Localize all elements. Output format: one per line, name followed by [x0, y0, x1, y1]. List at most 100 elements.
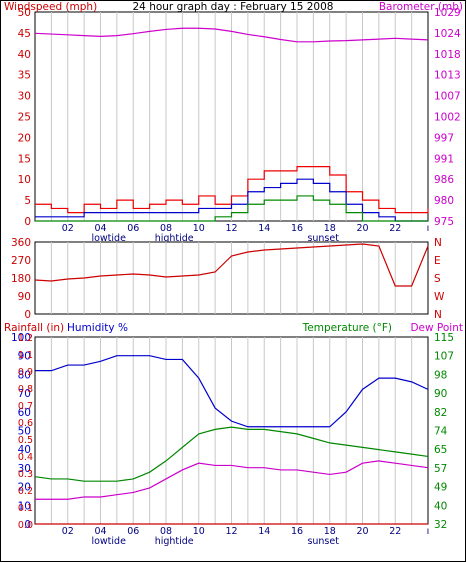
y-left-rain-tick-label: 1.1: [18, 350, 33, 361]
series-barometer-mb-: [34, 27, 429, 43]
y-right-tick-label: N: [434, 237, 442, 249]
y-left-tick-label: 10: [18, 174, 31, 186]
series-dew-point: [35, 460, 429, 500]
y-right-tick-label: E: [434, 255, 441, 267]
y-right-tick-label: 90: [434, 388, 447, 400]
series-windspeed-gust: [35, 166, 429, 214]
y-left-tick-label: 30: [18, 91, 31, 103]
y-left-tick-label: 180: [11, 273, 31, 285]
y-left-rain-tick-label: 0.4: [18, 452, 33, 463]
y-right-tick-label: 1007: [434, 91, 461, 103]
y-left-tick-label: 0: [24, 216, 31, 228]
y-left-rain-tick-label: 0.5: [18, 435, 33, 446]
y-left-tick-label: 10: [18, 500, 31, 512]
y-left-tick-label: 35: [18, 70, 31, 82]
y-right-tick-label: 1018: [434, 49, 461, 61]
y-left-tick-label: 20: [18, 482, 31, 494]
x-tick-label: 14: [258, 526, 270, 537]
x-tick-label: 14: [258, 223, 270, 234]
y-left-rain-tick-label: 0.3: [18, 469, 33, 480]
x-tick-label: 02: [62, 526, 74, 537]
y-right-tick-label: 997: [434, 132, 454, 144]
chart-title: 24 hour graph day : February 15 2008: [133, 1, 334, 13]
x-tick-label: 04: [94, 526, 106, 537]
ylabel-barometer: Barometer (mb): [379, 1, 463, 13]
x-tick-label: 20: [356, 526, 368, 537]
y-right-tick-label: 107: [434, 351, 454, 363]
y-left-tick-label: 40: [18, 49, 31, 61]
y-left-tick-label: 15: [18, 153, 31, 165]
x-tick-label: ı: [427, 526, 430, 537]
y-right-tick-label: 82: [434, 407, 447, 419]
y-right-tick-label: W: [434, 291, 445, 303]
y-left-rain-tick-label: 0.9: [18, 367, 33, 378]
y-left-tick-label: 20: [18, 132, 31, 144]
x-annotation-hightide: hightide: [155, 233, 194, 244]
y-right-tick-label: 49: [434, 482, 447, 494]
y-right-tick-label: S: [434, 273, 441, 285]
ylabel-rainfall: Rainfall (in): [4, 322, 64, 334]
y-left-rain-tick-label: 0.8: [18, 384, 33, 395]
x-tick-label: 08: [160, 526, 172, 537]
y-right-tick-label: 980: [434, 195, 454, 207]
y-left-rain-tick-label: 1.2: [18, 333, 33, 344]
series-windspeed-low: [35, 195, 428, 222]
ylabel-temperature: Temperature (°F): [302, 322, 392, 334]
y-left-tick-label: 40: [18, 444, 31, 456]
y-right-tick-label: 74: [434, 426, 448, 438]
x-annotation-sunset: sunset: [307, 233, 339, 244]
y-left-tick-label: 25: [18, 112, 31, 124]
y-left-tick-label: 50: [18, 426, 31, 438]
x-annotation-lowtide: lowtide: [91, 536, 126, 547]
x-tick-label: 16: [291, 223, 303, 234]
y-right-tick-label: 98: [434, 369, 447, 381]
x-tick-label: 04: [94, 223, 106, 234]
y-right-tick-label: 32: [434, 519, 447, 531]
x-tick-label: 02: [62, 223, 74, 234]
ylabel-dewpoint: Dew Point: [410, 322, 463, 334]
series-wind-direction: [34, 243, 429, 287]
y-left-tick-label: 270: [11, 255, 31, 267]
x-tick-label: 12: [225, 223, 237, 234]
y-left-tick-label: 0: [24, 519, 31, 531]
ylabel-humidity: Humidity %: [67, 322, 128, 334]
y-left-tick-label: 80: [18, 369, 31, 381]
x-tick-label: 22: [389, 526, 401, 537]
y-left-tick-label: 60: [18, 407, 31, 419]
y-left-tick-label: 360: [11, 237, 31, 249]
y-left-tick-label: 45: [18, 28, 31, 40]
y-right-tick-label: 1029: [434, 7, 461, 19]
x-tick-label: 10: [193, 223, 205, 234]
series-temperature-f-: [34, 426, 429, 482]
y-right-tick-label: N: [434, 309, 442, 321]
x-annotation-sunset: sunset: [307, 536, 339, 547]
y-left-tick-label: 30: [18, 463, 31, 475]
series-humidity-: [35, 355, 429, 428]
y-left-rain-tick-label: 0.1: [18, 503, 33, 514]
y-left-tick-label: 100: [11, 332, 31, 344]
y-left-tick-label: 50: [18, 7, 31, 19]
x-tick-label: 08: [160, 223, 172, 234]
y-left-tick-label: 0: [24, 309, 31, 321]
y-left-tick-label: 5: [24, 195, 31, 207]
y-left-rain-tick-label: 0.2: [18, 486, 33, 497]
x-annotation-lowtide: lowtide: [91, 233, 126, 244]
x-annotation-hightide: hightide: [155, 536, 194, 547]
y-right-tick-label: 1013: [434, 70, 461, 82]
x-tick-label: 22: [389, 223, 401, 234]
x-tick-label: 10: [193, 526, 205, 537]
y-right-tick-label: 65: [434, 444, 447, 456]
x-tick-label: 12: [225, 526, 237, 537]
y-right-tick-label: 1002: [434, 112, 461, 124]
y-right-tick-label: 115: [434, 332, 454, 344]
y-left-rain-tick-label: 0.6: [18, 418, 33, 429]
y-right-tick-label: 991: [434, 153, 454, 165]
y-left-rain-tick-label: 0.0: [18, 520, 33, 531]
x-tick-label: 20: [356, 223, 368, 234]
y-right-tick-label: 1024: [434, 28, 461, 40]
x-tick-label: 18: [324, 223, 336, 234]
x-tick-label: 16: [291, 526, 303, 537]
y-right-tick-label: 57: [434, 463, 447, 475]
